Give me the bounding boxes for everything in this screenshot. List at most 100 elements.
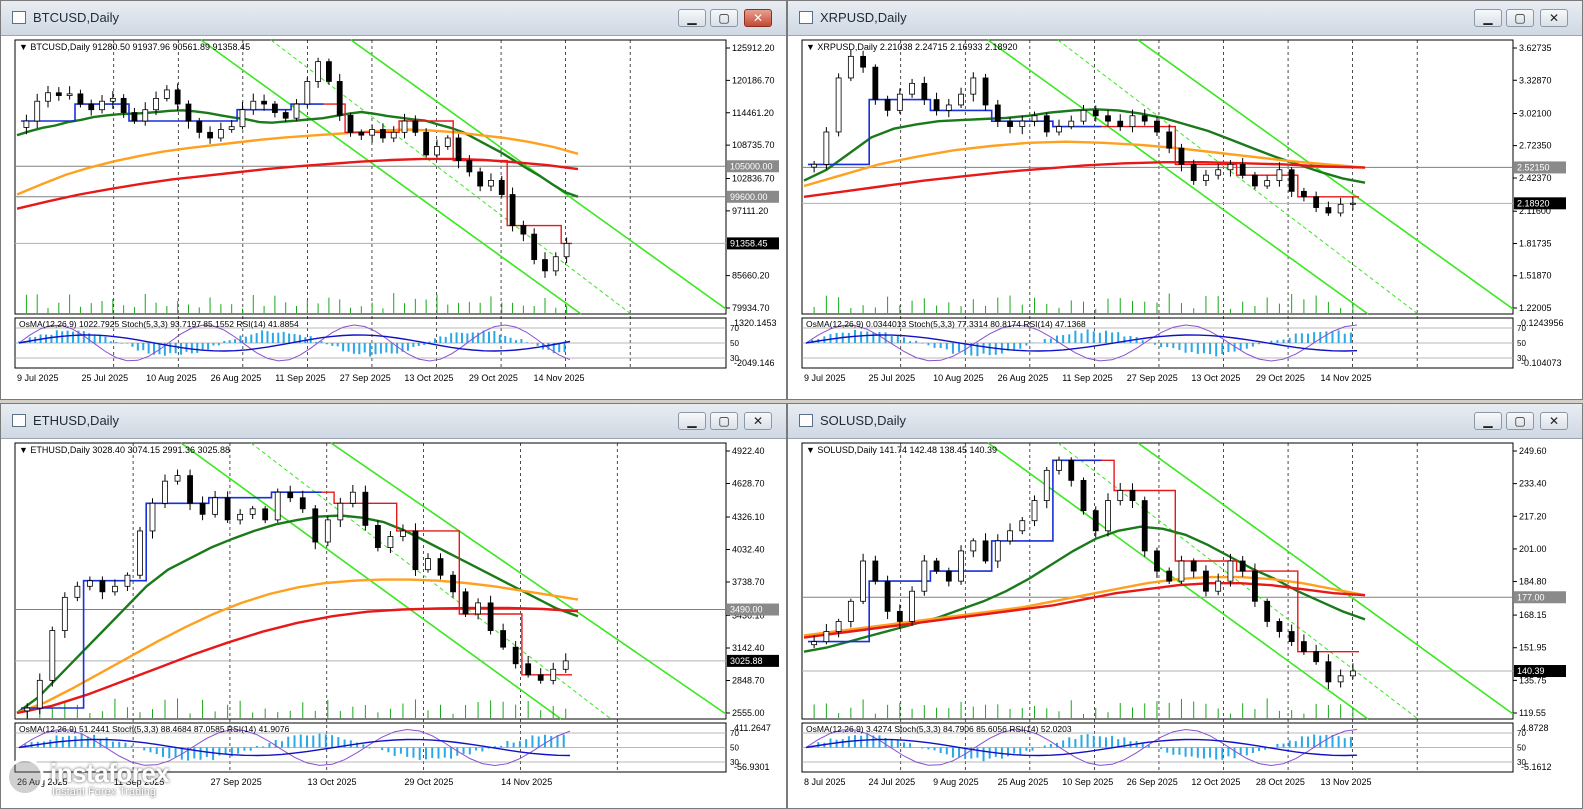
- chart-window-icon: [799, 11, 813, 24]
- candle-body: [293, 103, 300, 119]
- minimize-button[interactable]: ▁: [678, 412, 706, 430]
- candle-body: [400, 530, 406, 537]
- candle-body: [1325, 661, 1332, 683]
- candle-body: [374, 525, 381, 548]
- candle-body: [1068, 459, 1075, 481]
- maximize-button[interactable]: ▢: [710, 412, 738, 430]
- candle-body: [88, 103, 95, 111]
- stochastic-line: [805, 324, 1358, 362]
- candle-body: [450, 574, 456, 593]
- date-tick-label: 26 Sep 2025: [1127, 777, 1178, 787]
- candle-body: [162, 480, 168, 504]
- maximize-button[interactable]: ▢: [710, 9, 738, 27]
- chart-canvas[interactable]: 249.60 233.40 217.20 201.00 184.80 168.15 151.…: [788, 439, 1582, 808]
- candle-body: [1264, 600, 1271, 622]
- candle-body: [299, 497, 306, 510]
- chart-canvas[interactable]: 125912.20 120186.70 114461.20 108735.70 1028…: [1, 36, 786, 399]
- maximize-button[interactable]: ▢: [1506, 412, 1534, 430]
- candle-body: [982, 77, 989, 106]
- candle-body: [884, 580, 891, 612]
- rsi-line: [18, 738, 571, 757]
- candle-body: [1178, 147, 1185, 165]
- candle-body: [124, 574, 131, 587]
- level-tag-label: 2.18920: [1517, 198, 1550, 208]
- title-bar[interactable]: XRPUSD,Daily ▁ ▢ ✕: [788, 1, 1582, 36]
- candle-body: [24, 707, 31, 712]
- stochastic-line: [805, 728, 1358, 767]
- price-tick-label: 233.40: [1519, 479, 1547, 489]
- chart-canvas[interactable]: 4922.404628.704326.104032.403738.703436.…: [1, 439, 786, 808]
- oscillator-level-label: 70: [730, 324, 739, 333]
- close-button[interactable]: ✕: [744, 9, 772, 27]
- minimize-button[interactable]: ▁: [1474, 412, 1502, 430]
- candle-body: [970, 540, 977, 552]
- oscillator-level-label: 30: [1517, 758, 1526, 767]
- candle-body: [1264, 180, 1271, 187]
- candle-body: [512, 646, 519, 665]
- candle-body: [872, 66, 879, 100]
- close-button[interactable]: ✕: [1540, 412, 1568, 430]
- date-tick-label: 29 Oct 2025: [469, 373, 518, 383]
- candle-body: [217, 129, 224, 139]
- level-tag-label: 3490.00: [730, 605, 763, 615]
- candle-body: [336, 81, 343, 116]
- oscillator-level-label: 70: [730, 729, 739, 738]
- price-tick-label: 79934.70: [732, 303, 770, 313]
- title-bar[interactable]: ETHUSD,Daily ▁ ▢ ✕: [1, 404, 786, 439]
- trend-midline: [270, 39, 632, 315]
- title-bar[interactable]: SOLUSD,Daily ▁ ▢ ✕: [788, 404, 1582, 439]
- chart-canvas[interactable]: 3.62735 3.32870 3.02100 2.72350 2.42370 2.116…: [788, 36, 1582, 399]
- kijun-line: [808, 98, 1102, 166]
- kijun-line: [21, 491, 322, 709]
- trend-channel-line: [1137, 442, 1514, 715]
- price-tick-label: 2848.70: [732, 675, 765, 685]
- date-tick-label: 27 Sep 2025: [340, 373, 391, 383]
- candle-body: [1056, 459, 1062, 471]
- candle-body: [1092, 510, 1099, 532]
- candle-body: [36, 679, 43, 709]
- candle-body: [1276, 169, 1283, 181]
- candle-body: [228, 126, 235, 130]
- chart-window-xrpusd[interactable]: XRPUSD,Daily ▁ ▢ ✕ 3.62735 3.32870 3.02100…: [787, 0, 1583, 400]
- date-tick-label: 9 Aug 2025: [933, 777, 979, 787]
- candle-body: [542, 259, 548, 272]
- rsi-line: [805, 738, 1358, 757]
- date-tick-label: 10 Aug 2025: [146, 373, 197, 383]
- maximize-button[interactable]: ▢: [1506, 9, 1534, 27]
- chart-window-btcusd[interactable]: BTCUSD,Daily ▁ ▢ ✕ 125912.20 120186.70 114…: [0, 0, 787, 400]
- level-tag: [1514, 591, 1566, 604]
- date-tick-label: 26 Aug 2025: [211, 373, 262, 383]
- price-tick-label: 125912.20: [732, 43, 775, 53]
- candle-body: [823, 631, 830, 642]
- chart-window-ethusd[interactable]: ETHUSD,Daily ▁ ▢ ✕ 4922.40 4628.70 4326.10…: [0, 403, 787, 809]
- candle-body: [1068, 120, 1075, 127]
- candle-body: [1166, 570, 1173, 582]
- title-bar[interactable]: BTCUSD,Daily ▁ ▢ ✕: [1, 1, 786, 36]
- level-tag: [1514, 161, 1566, 174]
- candle-body: [1203, 570, 1209, 592]
- oscillator-scale-bottom: -0.104073: [1521, 358, 1562, 368]
- price-tick-label: 2555.00: [732, 708, 765, 718]
- candle-body: [520, 225, 527, 235]
- chart-header: ▼ BTCUSD,Daily 91280.50 91937.96 90561.8…: [19, 42, 250, 52]
- date-tick-label: 9 Jul 2025: [804, 373, 846, 383]
- candle-body: [1007, 120, 1013, 127]
- minimize-button[interactable]: ▁: [678, 9, 706, 27]
- candle-body: [933, 560, 940, 572]
- oscillator-scale-bottom: -5.1612: [1521, 762, 1552, 772]
- price-tick-label: 151.95: [1519, 643, 1547, 653]
- chart-header: ▼ XRPUSD,Daily 2.21038 2.24715 2.16933 2…: [806, 42, 1018, 52]
- close-button[interactable]: ✕: [744, 412, 772, 430]
- candle-body: [1190, 163, 1197, 181]
- close-button[interactable]: ✕: [1540, 9, 1568, 27]
- oscillator-scale-top: 0.1243956: [1521, 318, 1564, 328]
- chart-window-solusd[interactable]: SOLUSD,Daily ▁ ▢ ✕ 249.60 233.40 217.20 201…: [787, 403, 1583, 809]
- candle-body: [99, 580, 106, 593]
- price-tick-label: 3.32870: [1519, 75, 1552, 85]
- candle-body: [1129, 115, 1136, 127]
- moving-average-line: [803, 525, 1366, 653]
- minimize-button[interactable]: ▁: [1474, 9, 1502, 27]
- candle-body: [1031, 115, 1038, 122]
- level-tag: [1514, 665, 1566, 678]
- trend-channel-line: [330, 442, 727, 715]
